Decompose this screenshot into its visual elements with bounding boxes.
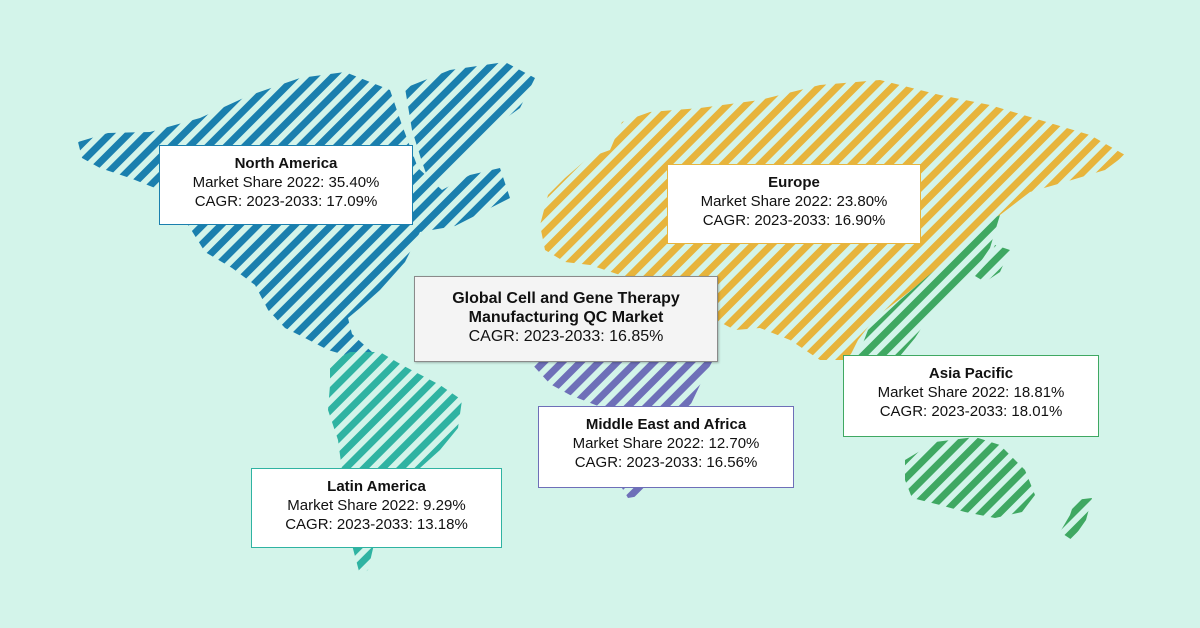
global-market-callout: Global Cell and Gene Therapy Manufacturi… (414, 276, 718, 362)
asia-pacific-market-share: Market Share 2022: 18.81% (877, 384, 1065, 401)
north-america-name: North America (234, 155, 338, 172)
middle-east-africa-market-share: Market Share 2022: 12.70% (572, 435, 760, 452)
asia-pacific-name: Asia Pacific (928, 365, 1014, 382)
north-america-market-share: Market Share 2022: 35.40% (192, 174, 380, 191)
europe-cagr: CAGR: 2023-2033: 16.90% (702, 212, 886, 229)
middle-east-africa-cagr: CAGR: 2023-2033: 16.56% (574, 454, 758, 471)
north-america-cagr: CAGR: 2023-2033: 17.09% (194, 193, 378, 210)
middle-east-africa-name: Middle East and Africa (585, 416, 747, 433)
region-greenland (405, 62, 535, 190)
latin-america-callout: Latin America Market Share 2022: 9.29% C… (251, 468, 502, 548)
region-southern-africa (622, 488, 650, 498)
region-australia (905, 437, 1035, 518)
europe-name: Europe (768, 174, 820, 191)
region-new-zealand (1060, 498, 1092, 540)
region-asia-pacific (858, 215, 1000, 356)
global-market-cagr: CAGR: 2023-2033: 16.85% (468, 328, 664, 345)
north-america-callout: North America Market Share 2022: 35.40% … (159, 145, 413, 225)
asia-pacific-callout: Asia Pacific Market Share 2022: 18.81% C… (843, 355, 1099, 437)
global-market-title-line1: Global Cell and Gene Therapy (452, 290, 680, 307)
latin-america-market-share: Market Share 2022: 9.29% (287, 497, 466, 514)
latin-america-name: Latin America (327, 478, 426, 495)
region-japan (975, 245, 1010, 282)
latin-america-cagr: CAGR: 2023-2033: 13.18% (285, 516, 468, 533)
europe-market-share: Market Share 2022: 23.80% (700, 193, 888, 210)
asia-pacific-cagr: CAGR: 2023-2033: 18.01% (879, 403, 1063, 420)
europe-callout: Europe Market Share 2022: 23.80% CAGR: 2… (667, 164, 921, 244)
global-market-title-line2: Manufacturing QC Market (468, 309, 664, 326)
middle-east-africa-callout: Middle East and Africa Market Share 2022… (538, 406, 794, 488)
